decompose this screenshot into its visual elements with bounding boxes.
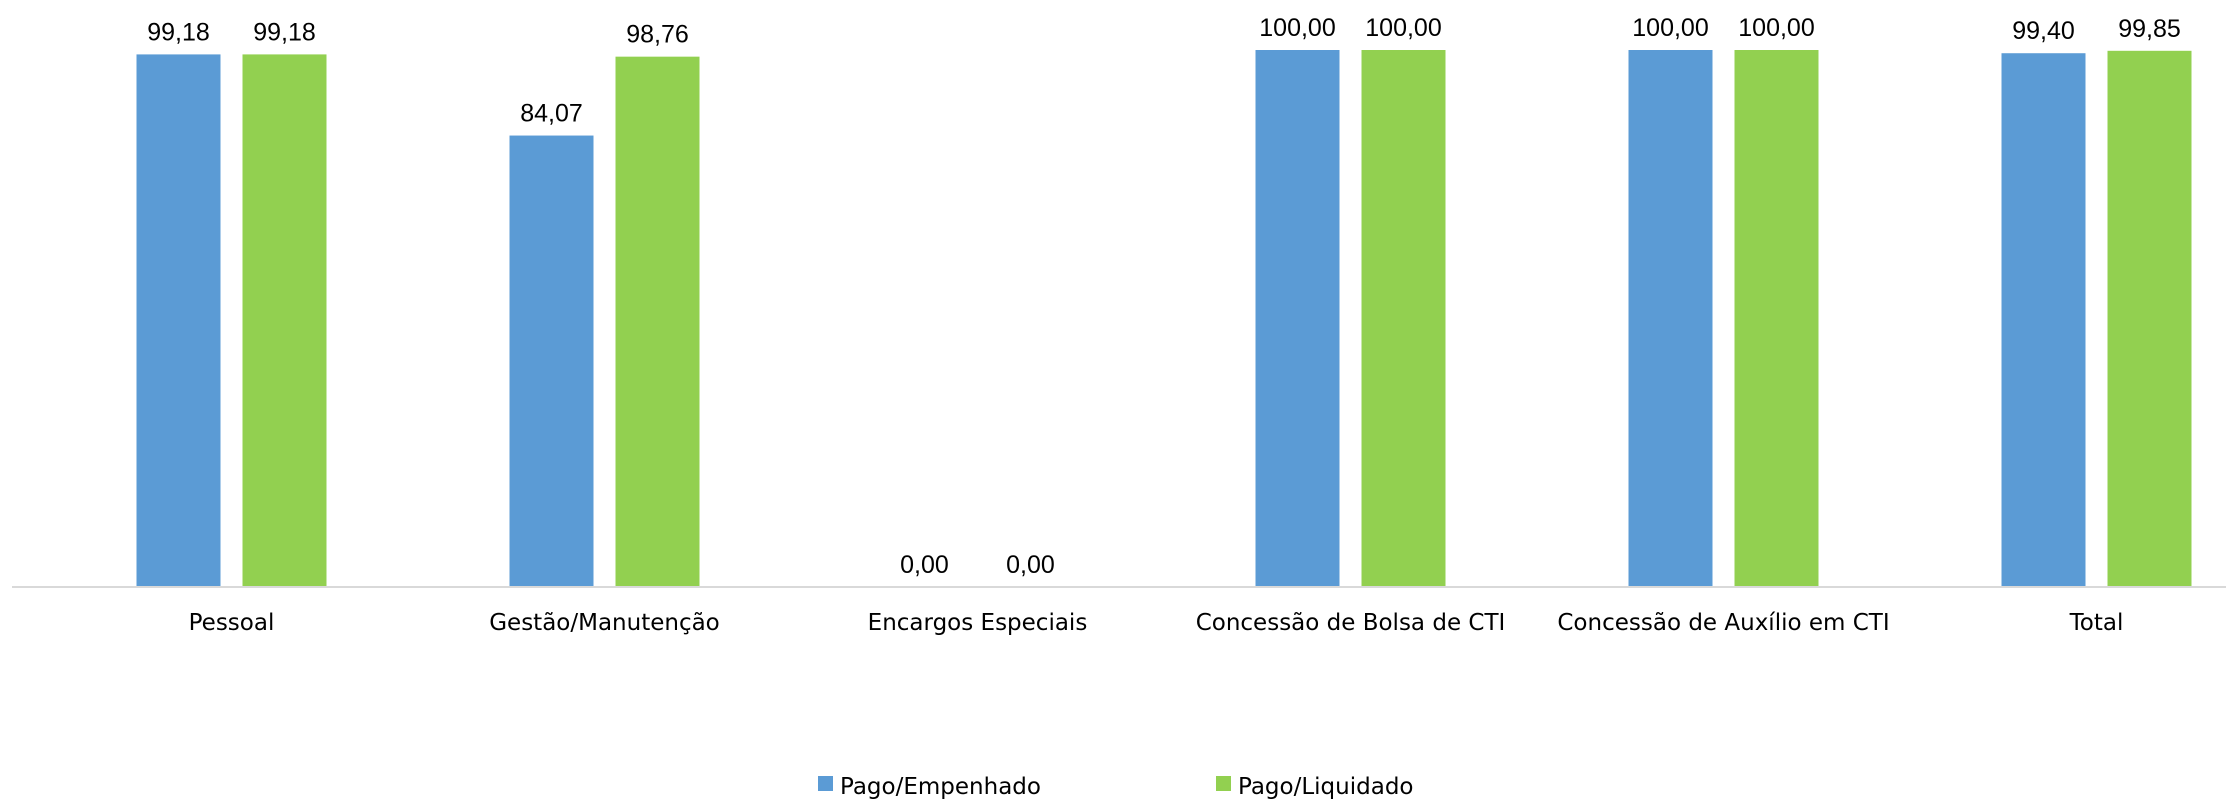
bar-pago-empenhado-gestao-manutencao xyxy=(509,135,594,587)
bar-pago-empenhado-concessao-de-bolsa-de-cti xyxy=(1255,50,1340,587)
data-label-pago-empenhado-encargos-especiais: 0,00 xyxy=(900,551,949,579)
category-label-gestao-manutencao: Gestão/Manutenção xyxy=(489,610,720,636)
data-label-pago-liquidado-gestao-manutencao: 98,76 xyxy=(626,21,689,49)
bars-group xyxy=(136,50,2192,588)
bar-pago-empenhado-concessao-de-auxilio-em-cti xyxy=(1628,50,1713,587)
legend-swatch xyxy=(1216,776,1231,791)
bar-pago-liquidado-total xyxy=(2107,50,2192,588)
bar-pago-empenhado-total xyxy=(2001,53,2086,588)
bar-pago-liquidado-pessoal xyxy=(242,54,327,588)
bar-pago-liquidado-concessao-de-bolsa-de-cti xyxy=(1361,50,1446,587)
category-labels-group: Pessoal Gestão/Manutenção Encargos Especia… xyxy=(189,610,2124,636)
legend-item-pago-liquidado: Pago/Liquidado xyxy=(1216,774,1414,800)
category-label-pessoal: Pessoal xyxy=(189,610,275,636)
legend-swatch xyxy=(818,776,833,791)
category-label-concessao-de-bolsa-de-cti: Concessão de Bolsa de CTI xyxy=(1196,610,1506,636)
data-label-pago-empenhado-pessoal: 99,18 xyxy=(147,18,210,46)
bar-pago-liquidado-concessao-de-auxilio-em-cti xyxy=(1734,50,1819,587)
data-label-pago-liquidado-pessoal: 99,18 xyxy=(253,18,316,46)
bar-pago-empenhado-pessoal xyxy=(136,54,221,588)
category-label-concessao-de-auxilio-em-cti: Concessão de Auxílio em CTI xyxy=(1557,610,1889,636)
legend: Pago/Empenhado Pago/Liquidado xyxy=(818,774,1414,800)
legend-item-pago-empenhado: Pago/Empenhado xyxy=(818,774,1041,800)
data-label-pago-liquidado-concessao-de-bolsa-de-cti: 100,00 xyxy=(1365,14,1441,42)
data-label-pago-liquidado-total: 99,85 xyxy=(2118,15,2181,43)
legend-label: Pago/Empenhado xyxy=(840,774,1041,800)
data-label-pago-empenhado-gestao-manutencao: 84,07 xyxy=(520,100,583,128)
category-label-encargos-especiais: Encargos Especiais xyxy=(868,610,1088,636)
data-label-pago-empenhado-concessao-de-bolsa-de-cti: 100,00 xyxy=(1259,14,1335,42)
data-label-pago-empenhado-concessao-de-auxilio-em-cti: 100,00 xyxy=(1632,14,1708,42)
bar-pago-liquidado-gestao-manutencao xyxy=(615,56,700,587)
data-label-pago-liquidado-concessao-de-auxilio-em-cti: 100,00 xyxy=(1738,14,1814,42)
data-label-pago-empenhado-total: 99,40 xyxy=(2012,17,2075,45)
category-label-total: Total xyxy=(2069,610,2124,636)
legend-label: Pago/Liquidado xyxy=(1238,774,1414,800)
data-label-pago-liquidado-encargos-especiais: 0,00 xyxy=(1006,551,1055,579)
value-labels-group: 99,18 99,18 84,07 98,76 0,00 0,00 100,00 100,00… xyxy=(147,14,2181,579)
